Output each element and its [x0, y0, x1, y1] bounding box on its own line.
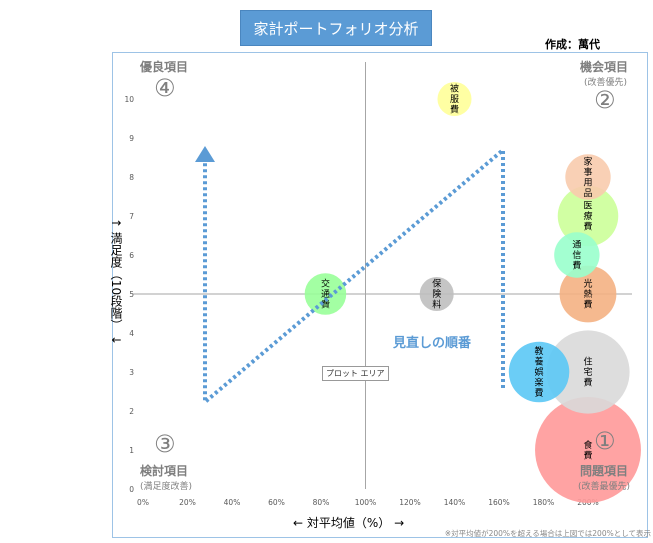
- chart-frame: [112, 52, 648, 538]
- x-tick-label: 20%: [179, 498, 196, 507]
- review-order-path: [203, 145, 505, 407]
- quadrant-top-right-number: ②: [594, 86, 616, 114]
- y-tick-label: 4: [129, 329, 134, 338]
- quadrant-bottom-left-number: ③: [154, 430, 176, 458]
- plot-area-tooltip: プロット エリア: [322, 366, 389, 381]
- bubble-label: 楽: [535, 377, 544, 389]
- y-tick-label: 9: [129, 134, 134, 143]
- bubble-label: 娯: [535, 366, 544, 378]
- y-tick-label: 7: [129, 212, 134, 221]
- x-tick-label: 80%: [313, 498, 330, 507]
- bubble-label: 用: [583, 177, 592, 188]
- quadrant-top-right-label: 機会項目: [580, 60, 629, 74]
- x-tick-label: 100%: [355, 498, 376, 507]
- bubble-point: [557, 185, 619, 247]
- bubble-label: 通: [572, 240, 581, 251]
- bubble-label: 事: [583, 166, 592, 178]
- bubble-label: 通: [321, 289, 330, 300]
- bubble-label: 服: [450, 94, 459, 105]
- x-tick-label: 0%: [137, 498, 149, 507]
- quadrant-bottom-right-number: ①: [594, 427, 616, 455]
- quadrant-top-right-sub: (改善優先): [584, 78, 628, 88]
- bubble-label: 費: [583, 377, 592, 389]
- bubble-label: 品: [583, 188, 592, 199]
- footnote: ※対平均値が200%を超える場合は上図では200%として表示: [444, 529, 651, 538]
- author-label: 作成：萬代: [545, 38, 600, 51]
- bubble-label: 料: [432, 299, 441, 311]
- bubble-label: 家: [583, 155, 592, 167]
- bubble-label: 交: [321, 278, 330, 290]
- bubble-label: 医: [583, 201, 592, 212]
- bubble-label: 光: [583, 278, 592, 290]
- y-axis-title: ↑ 満足度（10段階） ↓: [109, 218, 123, 346]
- bubble-label: 費: [572, 260, 581, 272]
- bubble-point: [535, 397, 641, 503]
- bubble-label: 費: [450, 104, 459, 116]
- x-tick-label: 180%: [533, 498, 554, 507]
- y-tick-label: 5: [129, 290, 134, 299]
- bubble-label: 費: [583, 449, 592, 461]
- bubble-point: [508, 341, 570, 403]
- bubble-point: [546, 330, 630, 414]
- review-order-label: 見直しの順番: [393, 336, 472, 351]
- x-tick-label: 40%: [224, 498, 241, 507]
- bubble-point: [565, 154, 611, 200]
- bubble-label: 宅: [583, 366, 592, 378]
- y-tick-label: 10: [124, 95, 134, 104]
- bubble-label: 療: [583, 210, 592, 222]
- review-order-arrowhead: [195, 146, 215, 162]
- bubble-label: 熱: [583, 288, 592, 300]
- bubble-label: 教: [535, 345, 544, 357]
- bubble-label: 費: [583, 299, 592, 311]
- x-axis-title: ← 対平均値（%） →: [293, 516, 405, 530]
- y-tick-label: 1: [129, 446, 134, 455]
- bubble-point: [304, 273, 347, 315]
- bubble-label: 住: [583, 356, 592, 368]
- quadrant-top-left-number: ④: [154, 74, 176, 102]
- y-tick-label: 0: [129, 485, 134, 494]
- bubble-label: 被: [450, 83, 459, 95]
- bubble-point: [554, 232, 600, 278]
- bubble-label: 費: [535, 387, 544, 399]
- bubble-label: 費: [321, 299, 330, 311]
- bubble-label: 険: [432, 289, 441, 300]
- y-tick-label: 6: [129, 251, 134, 260]
- y-tick-label: 2: [129, 407, 134, 416]
- x-tick-label: 140%: [444, 498, 465, 507]
- x-tick-label: 60%: [268, 498, 285, 507]
- bubble-label: 信: [572, 249, 581, 261]
- bubble-point: [419, 276, 454, 312]
- x-tick-label: 120%: [399, 498, 420, 507]
- quadrant-bottom-right-sub: (改善最優先): [578, 482, 631, 492]
- bubble-label: 養: [535, 356, 544, 368]
- quadrant-bottom-right-label: 問題項目: [580, 464, 629, 478]
- bubble-label: 食: [583, 439, 592, 451]
- bubble-label: 費: [583, 221, 592, 233]
- bubble-point: [559, 265, 617, 323]
- quadrant-bottom-left-label: 検討項目: [140, 464, 189, 478]
- bubble-point: [437, 81, 472, 117]
- quadrant-bottom-left-sub: (満足度改善): [140, 482, 193, 492]
- y-tick-label: 8: [129, 173, 134, 182]
- chart-title: 家計ポートフォリオ分析: [240, 10, 432, 46]
- y-tick-label: 3: [129, 368, 134, 377]
- bubble-label: 保: [432, 278, 441, 290]
- x-tick-label: 160%: [488, 498, 509, 507]
- quadrant-top-left-label: 優良項目: [140, 60, 189, 74]
